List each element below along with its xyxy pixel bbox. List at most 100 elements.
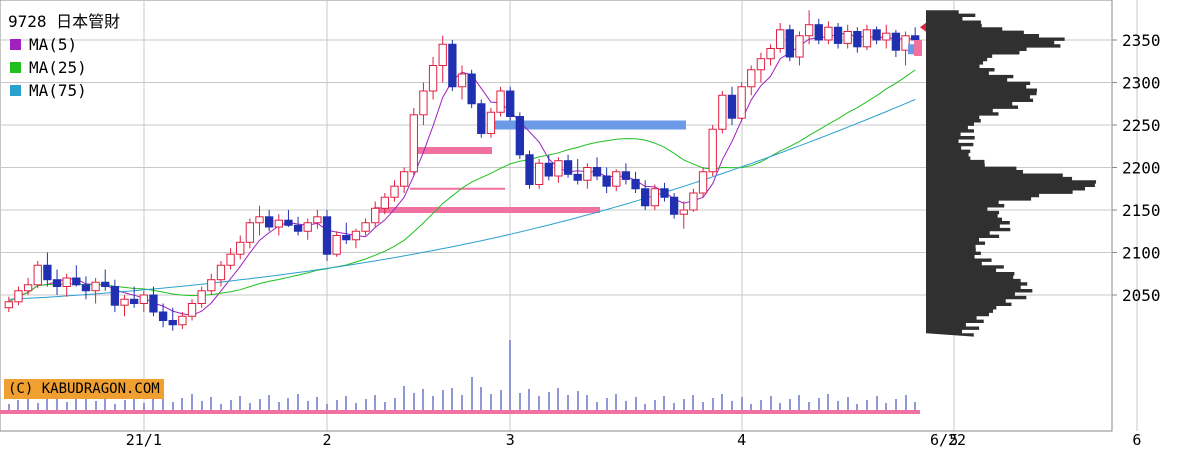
legend-ma75: MA(75) — [8, 79, 120, 102]
candle-down — [621, 171, 631, 180]
candle-up — [698, 171, 708, 194]
candle-down — [72, 277, 81, 286]
candle-down — [130, 298, 139, 304]
candle-down — [544, 162, 553, 177]
candle-up — [62, 277, 71, 287]
candle-up — [139, 294, 148, 304]
y-tick-label: 2100 — [1122, 244, 1161, 263]
candle-up — [23, 284, 33, 292]
candle-down — [660, 188, 669, 198]
x-tick-label: 6/22 — [930, 431, 966, 449]
candle-up — [612, 171, 621, 187]
x-tick-label: 5 — [949, 431, 958, 449]
candle-down — [448, 43, 457, 88]
candle-up — [380, 196, 390, 209]
candle-down — [525, 154, 534, 185]
candle-down — [52, 279, 62, 288]
candle-down — [872, 29, 881, 41]
candle-up — [824, 26, 833, 41]
legend-ma5: MA(5) — [8, 33, 120, 56]
candle-down — [669, 196, 679, 215]
price-band — [418, 147, 492, 154]
volume-bars — [0, 340, 920, 414]
y-tick-label: 2250 — [1122, 116, 1161, 135]
candle-up — [351, 230, 361, 241]
y-tick-label: 2050 — [1122, 286, 1161, 305]
candle-down — [284, 219, 293, 226]
candle-up — [187, 303, 197, 317]
candle-down — [101, 281, 110, 287]
candle-up — [226, 253, 235, 266]
candle-up — [843, 31, 852, 44]
y-tick-label: 2300 — [1122, 74, 1161, 93]
y-axis: 2350 2300 2250 2200 2150 2100 2050 — [1112, 31, 1161, 305]
candle-up — [747, 69, 756, 88]
candle-up — [419, 90, 428, 116]
candle-down — [853, 31, 862, 48]
candle-up — [496, 90, 505, 113]
candle-up — [255, 216, 264, 224]
candle-up — [274, 219, 283, 228]
candle-up — [390, 185, 399, 198]
candle-up — [313, 216, 322, 224]
candle-up — [689, 192, 698, 211]
ma25-swatch — [10, 62, 21, 73]
legend-ma25: MA(25) — [8, 56, 120, 79]
candle-down — [592, 167, 602, 177]
candle-up — [245, 222, 255, 243]
candle-down — [602, 175, 611, 187]
candle-up — [554, 160, 563, 177]
x-tick-label: 4 — [737, 431, 746, 449]
candle-up — [428, 65, 438, 92]
x-tick-label: 6 — [1132, 431, 1141, 449]
candle-down — [110, 286, 120, 306]
candle-up — [409, 114, 418, 173]
candle-up — [371, 207, 380, 224]
candle-up — [901, 35, 910, 51]
price-bands — [374, 120, 686, 213]
ma75-swatch — [10, 85, 21, 96]
candle-up — [197, 290, 206, 304]
ma-line — [8, 99, 916, 300]
candle-down — [631, 178, 640, 190]
candle-up — [737, 86, 746, 119]
candle-up — [236, 241, 245, 255]
candle-up — [776, 29, 785, 49]
candle-up — [679, 209, 688, 215]
candle-down — [168, 320, 177, 326]
candle-down — [342, 235, 351, 241]
volume-profile — [926, 10, 1097, 337]
candle-down — [506, 90, 515, 117]
candle-up — [804, 24, 814, 37]
legend-label-ma25: MA(25) — [29, 58, 87, 77]
price-band — [374, 207, 600, 213]
x-axis: 21/1 2 3 4 5 6 6/22 — [126, 431, 1142, 449]
candle-up — [457, 73, 467, 88]
candle-up — [718, 94, 727, 130]
volume-profile-shape — [926, 10, 1097, 337]
candle-up — [120, 298, 129, 306]
price-band — [492, 120, 686, 130]
candle-up — [650, 188, 660, 207]
candle-up — [4, 301, 13, 309]
candle-up — [862, 29, 872, 48]
credit-badge: (C) KABUDRAGON.COM — [4, 379, 164, 399]
candle-up — [361, 222, 370, 232]
candle-up — [583, 167, 592, 181]
candle-up — [438, 43, 447, 66]
candle-up — [207, 279, 216, 292]
x-tick-label: 21/1 — [126, 431, 162, 449]
candle-down — [911, 35, 920, 41]
candles — [4, 10, 928, 331]
candle-up — [332, 235, 341, 255]
candle-down — [785, 29, 794, 58]
candle-down — [641, 188, 650, 207]
candle-up — [795, 35, 804, 58]
candle-down — [158, 311, 168, 321]
candle-up — [708, 128, 717, 173]
candle-up — [14, 290, 23, 303]
legend: 9728 日本管財 MA(5) MA(25) MA(75) — [8, 10, 120, 102]
candle-down — [467, 73, 476, 105]
price-band — [410, 187, 505, 190]
